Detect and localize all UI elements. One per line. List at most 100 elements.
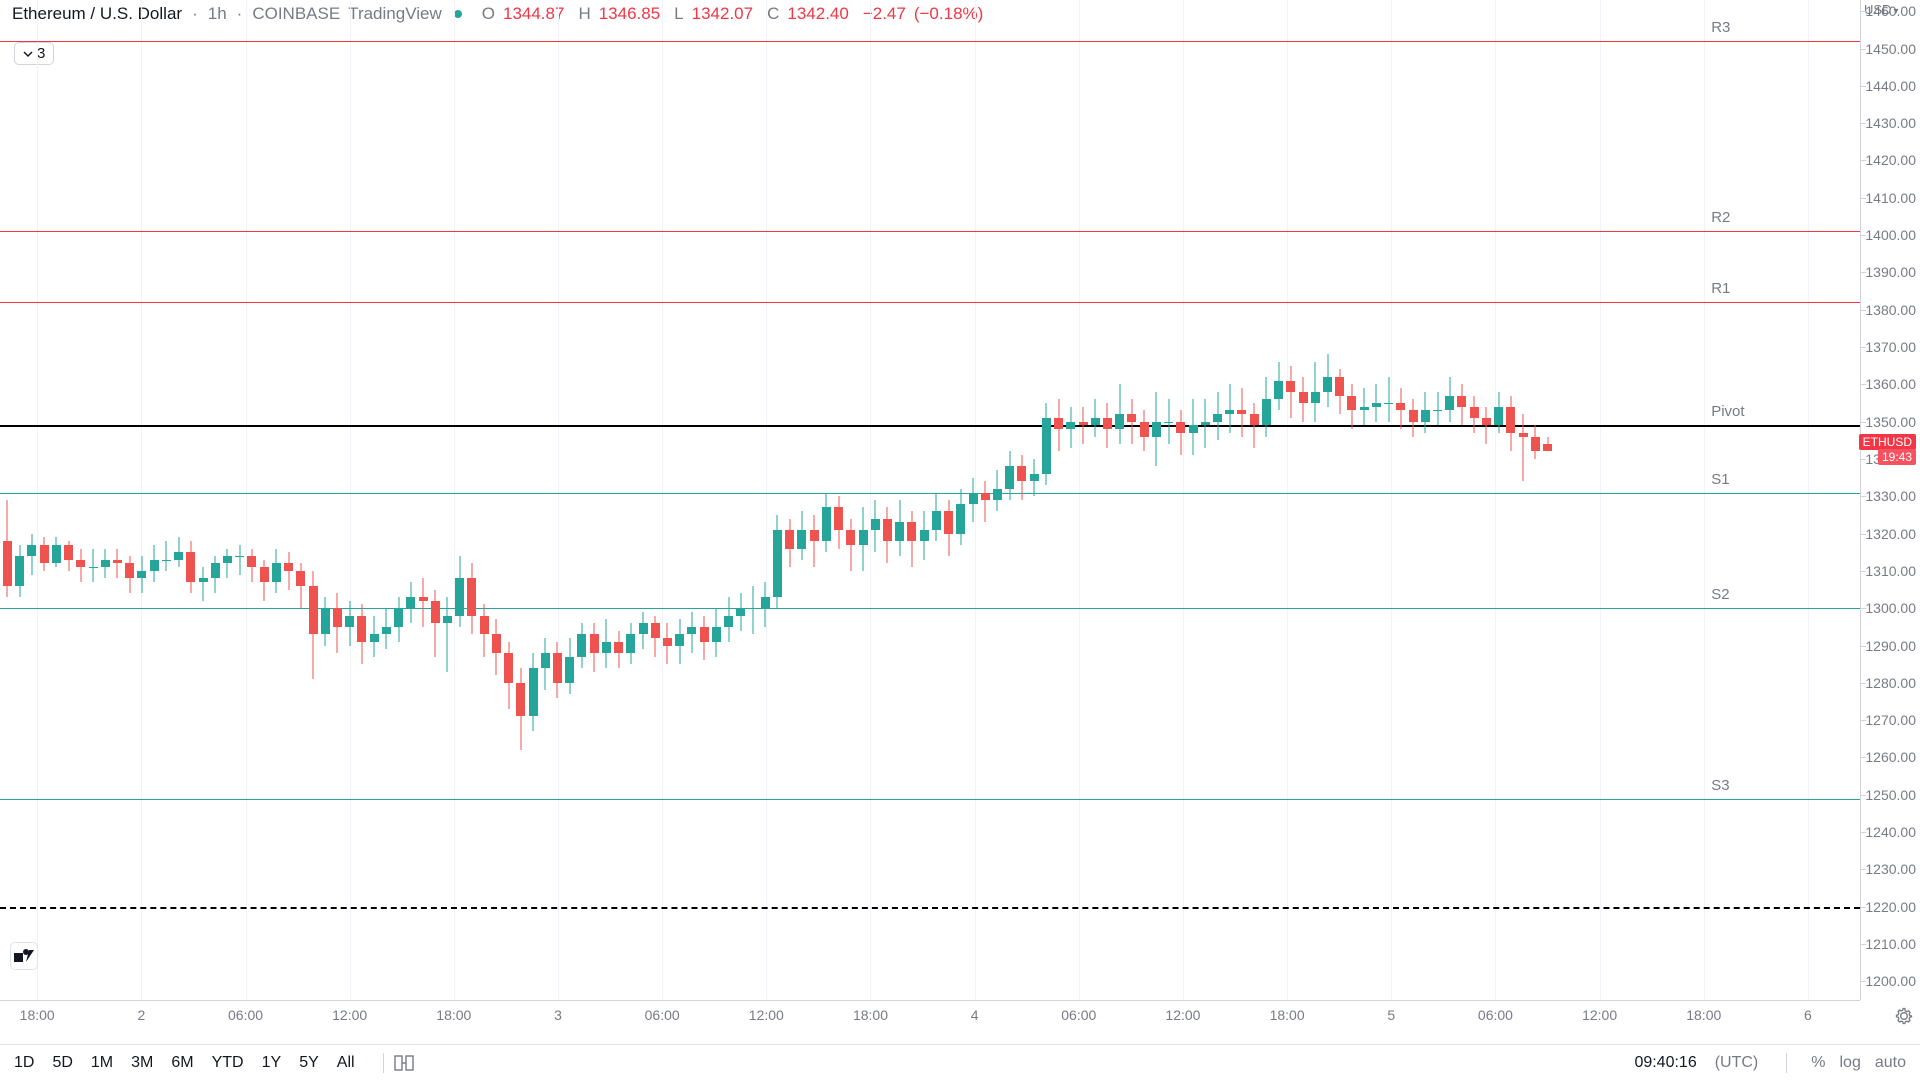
range-1d[interactable]: 1D (14, 1054, 34, 1071)
candle[interactable] (356, 604, 367, 664)
candle[interactable] (992, 470, 1003, 511)
candle[interactable] (173, 537, 184, 567)
candle[interactable] (1542, 437, 1553, 452)
candle[interactable] (1016, 455, 1027, 500)
range-1m[interactable]: 1M (91, 1054, 113, 1071)
candle[interactable] (650, 616, 661, 657)
candle[interactable] (1395, 388, 1406, 429)
candle[interactable] (491, 619, 502, 675)
candle[interactable] (1126, 399, 1137, 444)
candle[interactable] (1408, 399, 1419, 436)
range-5y[interactable]: 5Y (299, 1054, 319, 1071)
candle[interactable] (283, 552, 294, 589)
candle[interactable] (454, 556, 465, 627)
range-6m[interactable]: 6M (171, 1054, 193, 1071)
candle[interactable] (136, 556, 147, 593)
scale-%[interactable]: % (1811, 1054, 1825, 1071)
candle[interactable] (1530, 425, 1541, 459)
candle[interactable] (1469, 396, 1480, 433)
candle[interactable] (576, 623, 587, 668)
candle[interactable] (515, 668, 526, 750)
chart-settings-button[interactable] (1894, 1006, 1914, 1031)
pivot-line-r2[interactable] (0, 231, 1860, 232)
candle[interactable] (919, 511, 930, 560)
candle[interactable] (1310, 362, 1321, 422)
candle[interactable] (1322, 354, 1333, 406)
candle[interactable] (1346, 384, 1357, 429)
candle[interactable] (1273, 362, 1284, 411)
candle[interactable] (26, 534, 37, 575)
candle[interactable] (1029, 459, 1040, 496)
candle[interactable] (112, 549, 123, 579)
candle[interactable] (466, 563, 477, 634)
pivot-line-s3[interactable] (0, 799, 1860, 800)
range-ytd[interactable]: YTD (212, 1054, 244, 1071)
candle[interactable] (1505, 396, 1516, 452)
candle[interactable] (1236, 388, 1247, 437)
candle[interactable] (344, 601, 355, 646)
price-badge-symbol[interactable]: ETHUSD (1859, 434, 1916, 450)
candle[interactable] (943, 500, 954, 556)
candle[interactable] (39, 537, 50, 571)
candle[interactable] (185, 541, 196, 593)
candle[interactable] (1139, 410, 1150, 451)
candle[interactable] (1151, 392, 1162, 467)
candle[interactable] (1518, 414, 1529, 481)
candle[interactable] (246, 549, 257, 583)
candle[interactable] (772, 515, 783, 608)
tradingview-logo[interactable] (10, 942, 38, 970)
candle[interactable] (613, 631, 624, 668)
scale-log[interactable]: log (1840, 1054, 1861, 1071)
candle[interactable] (1383, 377, 1394, 422)
candle[interactable] (222, 549, 233, 579)
candle[interactable] (14, 545, 25, 597)
candle[interactable] (1359, 388, 1370, 425)
candle[interactable] (1285, 366, 1296, 418)
candle[interactable] (1053, 399, 1064, 451)
candle[interactable] (1481, 407, 1492, 444)
candle[interactable] (564, 638, 575, 694)
candle[interactable] (809, 515, 820, 567)
candle[interactable] (259, 560, 270, 601)
candle[interactable] (686, 612, 697, 653)
candle[interactable] (796, 511, 807, 560)
candle[interactable] (955, 489, 966, 545)
candle[interactable] (906, 511, 917, 567)
candle[interactable] (931, 493, 942, 542)
candle[interactable] (405, 582, 416, 623)
candle[interactable] (308, 571, 319, 679)
candle[interactable] (161, 541, 172, 571)
date-range-icon[interactable] (394, 1055, 414, 1071)
candle[interactable] (1444, 377, 1455, 422)
pivot-line-r1[interactable] (0, 302, 1860, 303)
candle[interactable] (124, 556, 135, 593)
candle[interactable] (711, 608, 722, 657)
chart-plot-area[interactable]: R3R2R1PivotS1S2S3 (0, 0, 1860, 1000)
candle[interactable] (1078, 407, 1089, 444)
candle[interactable] (540, 638, 551, 690)
candle[interactable] (1456, 384, 1467, 425)
candle[interactable] (320, 597, 331, 646)
candle[interactable] (968, 478, 979, 523)
candle[interactable] (1102, 403, 1113, 448)
candle[interactable] (601, 619, 612, 668)
candle[interactable] (1114, 384, 1125, 444)
candle[interactable] (1371, 384, 1382, 421)
candle[interactable] (1175, 410, 1186, 455)
candle[interactable] (149, 545, 160, 582)
candle[interactable] (1224, 384, 1235, 433)
candle[interactable] (784, 519, 795, 568)
candle[interactable] (1200, 399, 1211, 448)
candle[interactable] (1432, 392, 1443, 426)
candle[interactable] (369, 616, 380, 657)
candle[interactable] (858, 507, 869, 570)
range-3m[interactable]: 3M (131, 1054, 153, 1071)
candle[interactable] (332, 593, 343, 653)
candle[interactable] (430, 590, 441, 657)
candle[interactable] (442, 597, 453, 672)
candle[interactable] (589, 623, 600, 672)
candle[interactable] (845, 519, 856, 571)
candle[interactable] (723, 597, 734, 642)
candle[interactable] (210, 556, 221, 593)
candle[interactable] (894, 500, 905, 556)
